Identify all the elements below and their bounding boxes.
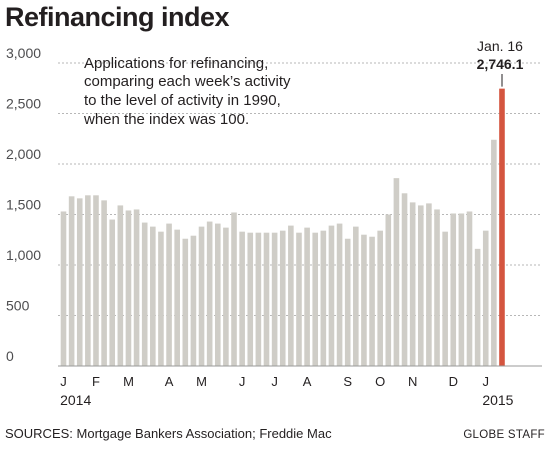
bar bbox=[133, 209, 140, 366]
bar bbox=[247, 232, 254, 366]
bar bbox=[223, 227, 229, 366]
bar bbox=[474, 248, 481, 366]
bar bbox=[336, 223, 343, 366]
staff-credit: GLOBE STAFF bbox=[463, 429, 545, 441]
bar bbox=[85, 195, 91, 366]
bar bbox=[93, 195, 99, 366]
bar bbox=[150, 226, 156, 366]
x-tick-label: N bbox=[408, 374, 417, 389]
subtitle-line-2: comparing each week’s activity bbox=[84, 73, 291, 90]
bar bbox=[401, 193, 408, 366]
bar bbox=[231, 212, 237, 366]
bar bbox=[174, 229, 180, 366]
y-tick-label: 0 bbox=[6, 348, 14, 364]
bar bbox=[442, 231, 448, 366]
x-tick-label: J bbox=[239, 374, 246, 389]
y-tick-label: 2,500 bbox=[6, 96, 41, 112]
annotation: Jan. 16 2,746.1 bbox=[477, 38, 524, 87]
bar bbox=[255, 232, 262, 366]
bar bbox=[206, 221, 213, 366]
bars bbox=[60, 88, 505, 366]
subtitle: Applications for refinancing, comparing … bbox=[83, 55, 291, 128]
bar bbox=[182, 238, 189, 366]
x-tick-label: S bbox=[343, 374, 352, 389]
bar bbox=[190, 235, 197, 366]
x-tick-label: J bbox=[271, 374, 278, 389]
bar bbox=[117, 205, 124, 366]
bar bbox=[263, 232, 270, 366]
y-axis-ticks: 0 500 1,000 1,500 2,000 2,500 3,000 bbox=[6, 45, 41, 364]
subtitle-line-4: when the index was 100. bbox=[83, 111, 249, 128]
bar bbox=[491, 139, 497, 366]
bar bbox=[76, 198, 83, 366]
bar bbox=[296, 232, 302, 366]
annotation-date: Jan. 16 bbox=[477, 38, 523, 54]
bar bbox=[385, 214, 392, 366]
bar bbox=[288, 225, 294, 366]
bar bbox=[214, 223, 221, 366]
bar bbox=[279, 230, 286, 366]
bar bbox=[166, 223, 172, 366]
bar bbox=[320, 230, 327, 366]
y-tick-label: 3,000 bbox=[6, 45, 41, 61]
bar bbox=[369, 236, 375, 366]
bar bbox=[344, 238, 351, 366]
bar bbox=[101, 200, 107, 366]
bar bbox=[361, 234, 367, 366]
bar bbox=[434, 209, 440, 366]
x-tick-label: M bbox=[123, 374, 134, 389]
bar bbox=[239, 231, 245, 366]
bar bbox=[304, 227, 310, 366]
y-tick-label: 1,500 bbox=[6, 197, 41, 213]
subtitle-line-3: to the level of activity in 1990, bbox=[84, 92, 281, 109]
x-tick-label: J bbox=[60, 374, 67, 389]
bar bbox=[409, 202, 416, 366]
y-tick-label: 1,000 bbox=[6, 247, 41, 263]
x-tick-label: M bbox=[196, 374, 207, 389]
bar bbox=[377, 230, 383, 366]
bar bbox=[68, 196, 75, 366]
bar bbox=[417, 205, 424, 366]
y-tick-label: 500 bbox=[6, 298, 30, 314]
bar bbox=[328, 225, 335, 366]
x-tick-label: J bbox=[482, 374, 489, 389]
bar bbox=[426, 203, 432, 366]
bar bbox=[125, 210, 132, 366]
bar bbox=[482, 230, 489, 366]
y-tick-label: 2,000 bbox=[6, 146, 41, 162]
x-tick-label: O bbox=[375, 374, 385, 389]
bar bbox=[158, 231, 164, 366]
bar bbox=[312, 232, 319, 366]
bar bbox=[271, 232, 278, 366]
bar bbox=[353, 226, 359, 366]
x-axis-ticks: J F M A M J J A S O N D J 2014 2015 bbox=[60, 374, 514, 408]
bar bbox=[466, 211, 473, 366]
chart-title: Refinancing index bbox=[5, 2, 230, 32]
bar bbox=[198, 226, 205, 366]
x-tick-label: A bbox=[303, 374, 312, 389]
bar bbox=[60, 211, 67, 366]
year-label: 2015 bbox=[482, 392, 513, 408]
bar bbox=[109, 219, 116, 366]
subtitle-line-1: Applications for refinancing, bbox=[84, 55, 268, 72]
bar bbox=[450, 213, 457, 366]
bar bbox=[141, 222, 148, 366]
x-tick-label: A bbox=[165, 374, 174, 389]
bar-highlight bbox=[499, 88, 505, 366]
source-note: SOURCES: Mortgage Bankers Association; F… bbox=[5, 426, 332, 441]
year-label: 2014 bbox=[60, 392, 91, 408]
annotation-value: 2,746.1 bbox=[477, 56, 524, 72]
bar bbox=[393, 178, 400, 366]
bar bbox=[458, 213, 465, 366]
x-tick-label: F bbox=[92, 374, 100, 389]
x-tick-label: D bbox=[449, 374, 458, 389]
